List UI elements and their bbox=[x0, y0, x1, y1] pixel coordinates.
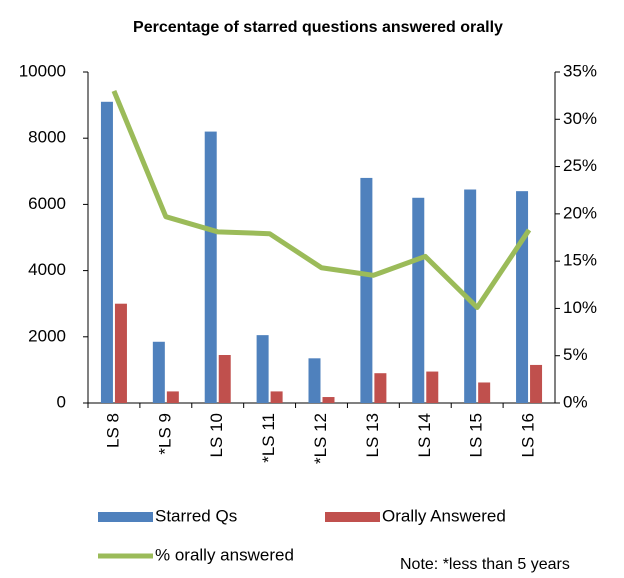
x-tick-label: LS 14 bbox=[415, 413, 434, 457]
x-tick-label: *LS 12 bbox=[311, 413, 330, 464]
bar bbox=[374, 373, 387, 403]
bar bbox=[204, 131, 217, 403]
y-tick-label: 6000 bbox=[28, 194, 66, 213]
legend-swatch bbox=[325, 512, 380, 522]
x-tick-label: *LS 11 bbox=[259, 413, 278, 463]
x-tick-label: LS 8 bbox=[103, 413, 122, 448]
legend-label: Starred Qs bbox=[155, 506, 237, 525]
bar bbox=[256, 335, 269, 403]
chart-title: Percentage of starred questions answered… bbox=[133, 19, 503, 36]
y2-tick-label: 15% bbox=[563, 251, 597, 270]
bar bbox=[218, 355, 231, 403]
bar bbox=[360, 177, 373, 403]
y2-tick-label: 25% bbox=[563, 156, 597, 175]
y2-tick-label: 5% bbox=[563, 345, 588, 364]
y-tick-label: 2000 bbox=[28, 326, 66, 345]
bar bbox=[530, 364, 543, 403]
bar bbox=[322, 397, 335, 403]
bar bbox=[114, 303, 127, 403]
x-tick-label: *LS 9 bbox=[155, 413, 174, 455]
x-tick-label: LS 16 bbox=[519, 413, 538, 457]
legend-label: Orally Answered bbox=[382, 506, 506, 525]
y-tick-label: 8000 bbox=[28, 128, 66, 147]
y2-tick-label: 20% bbox=[563, 203, 597, 222]
bar bbox=[166, 391, 179, 403]
y2-tick-label: 30% bbox=[563, 109, 597, 128]
y2-tick-label: 35% bbox=[563, 61, 597, 80]
legend-label: % orally answered bbox=[155, 545, 294, 564]
y-tick-label: 4000 bbox=[28, 260, 66, 279]
legend-swatch bbox=[98, 512, 153, 522]
x-tick-label: LS 15 bbox=[467, 413, 486, 457]
bar bbox=[412, 197, 425, 403]
bar bbox=[426, 371, 439, 403]
x-tick-label: LS 13 bbox=[363, 413, 382, 457]
bar bbox=[516, 191, 529, 403]
bar bbox=[308, 358, 321, 403]
y-tick-label: 10000 bbox=[19, 61, 66, 80]
bar bbox=[464, 189, 477, 403]
x-tick-label: LS 10 bbox=[207, 413, 226, 457]
bar bbox=[270, 391, 283, 403]
annotation: Note: *less than 5 years bbox=[400, 556, 570, 573]
bar bbox=[152, 341, 165, 403]
bar bbox=[478, 382, 491, 403]
bar bbox=[100, 101, 113, 403]
y2-tick-label: 0% bbox=[563, 392, 588, 411]
y2-tick-label: 10% bbox=[563, 298, 597, 317]
y-tick-label: 0 bbox=[57, 392, 66, 411]
line bbox=[111, 89, 532, 310]
